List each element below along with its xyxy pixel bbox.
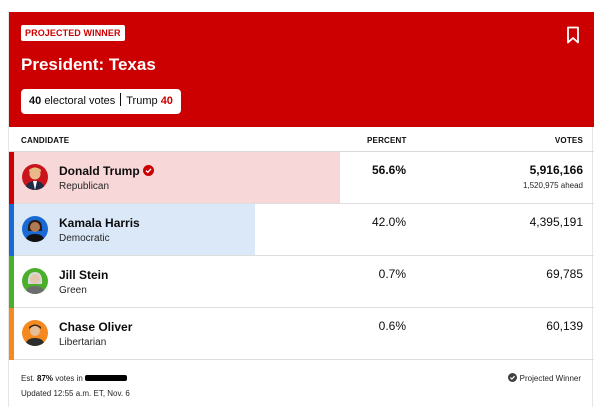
- candidate-avatar: [22, 320, 48, 346]
- candidate-row-stein: Jill Stein Green 0.7% 69,785: [9, 256, 594, 308]
- candidate-percent: 0.7%: [378, 267, 406, 281]
- column-candidate: CANDIDATE: [21, 136, 70, 145]
- party-color-stripe: [9, 256, 14, 308]
- electoral-votes-count: 40: [29, 95, 42, 107]
- results-card: PROJECTED WINNER President: Texas 40 ele…: [8, 12, 594, 407]
- candidate-row-trump: Donald Trump Republican 56.6% 5,916,166 …: [9, 152, 594, 204]
- candidate-party: Green: [59, 285, 87, 296]
- candidate-name: Donald Trump: [59, 164, 154, 178]
- candidate-percent: 56.6%: [371, 163, 406, 177]
- party-color-stripe: [9, 152, 14, 204]
- electoral-votes-pill: 40 electoral votes Trump 40: [21, 89, 181, 114]
- candidate-party: Libertarian: [59, 337, 107, 348]
- candidate-votes: 4,395,191: [529, 215, 583, 229]
- vote-margin: 1,520,975 ahead: [522, 181, 583, 190]
- candidate-row-oliver: Chase Oliver Libertarian 0.6% 60,139: [9, 308, 594, 360]
- candidate-party: Republican: [59, 181, 110, 192]
- candidate-votes: 5,916,166: [529, 163, 583, 177]
- candidate-name: Jill Stein: [59, 268, 109, 282]
- candidate-name: Kamala Harris: [59, 216, 140, 230]
- reporting-estimate: Est. 87% votes in: [21, 374, 127, 383]
- candidate-avatar: [22, 164, 48, 190]
- estimate-percent: 87%: [37, 374, 54, 383]
- winner-name: Trump: [126, 95, 158, 107]
- projected-winner-legend: Projected Winner: [507, 373, 581, 383]
- race-header: PROJECTED WINNER President: Texas 40 ele…: [9, 12, 594, 127]
- race-title: President: Texas: [21, 55, 156, 74]
- updated-timestamp: Updated 12:55 a.m. ET, Nov. 6: [21, 389, 130, 398]
- column-votes: VOTES: [554, 136, 583, 145]
- winner-check-icon: [507, 373, 517, 382]
- candidate-row-harris: Kamala Harris Democratic 42.0% 4,395,191: [9, 204, 594, 256]
- candidate-party: Democratic: [59, 233, 110, 244]
- electoral-votes-label: electoral votes: [44, 95, 116, 107]
- column-header-row: CANDIDATE PERCENT VOTES: [9, 127, 594, 152]
- candidate-name: Chase Oliver: [59, 320, 133, 334]
- candidate-votes: 60,139: [546, 319, 583, 333]
- column-percent: PERCENT: [367, 136, 407, 145]
- projected-winner-badge: PROJECTED WINNER: [21, 25, 125, 41]
- party-color-stripe: [9, 308, 14, 360]
- winner-check-icon: [142, 165, 154, 176]
- redacted-bar: [84, 375, 127, 381]
- candidate-percent: 42.0%: [371, 215, 406, 229]
- percent-bar: [9, 204, 255, 255]
- candidate-percent: 0.6%: [378, 319, 406, 333]
- party-color-stripe: [9, 204, 14, 256]
- candidate-avatar: [22, 268, 48, 294]
- pill-divider: [120, 93, 122, 106]
- candidate-avatar: [22, 216, 48, 242]
- winner-electoral-votes: 40: [160, 95, 173, 107]
- percent-bar: [9, 152, 340, 203]
- bookmark-icon[interactable]: [566, 26, 580, 44]
- candidate-votes: 69,785: [546, 267, 583, 281]
